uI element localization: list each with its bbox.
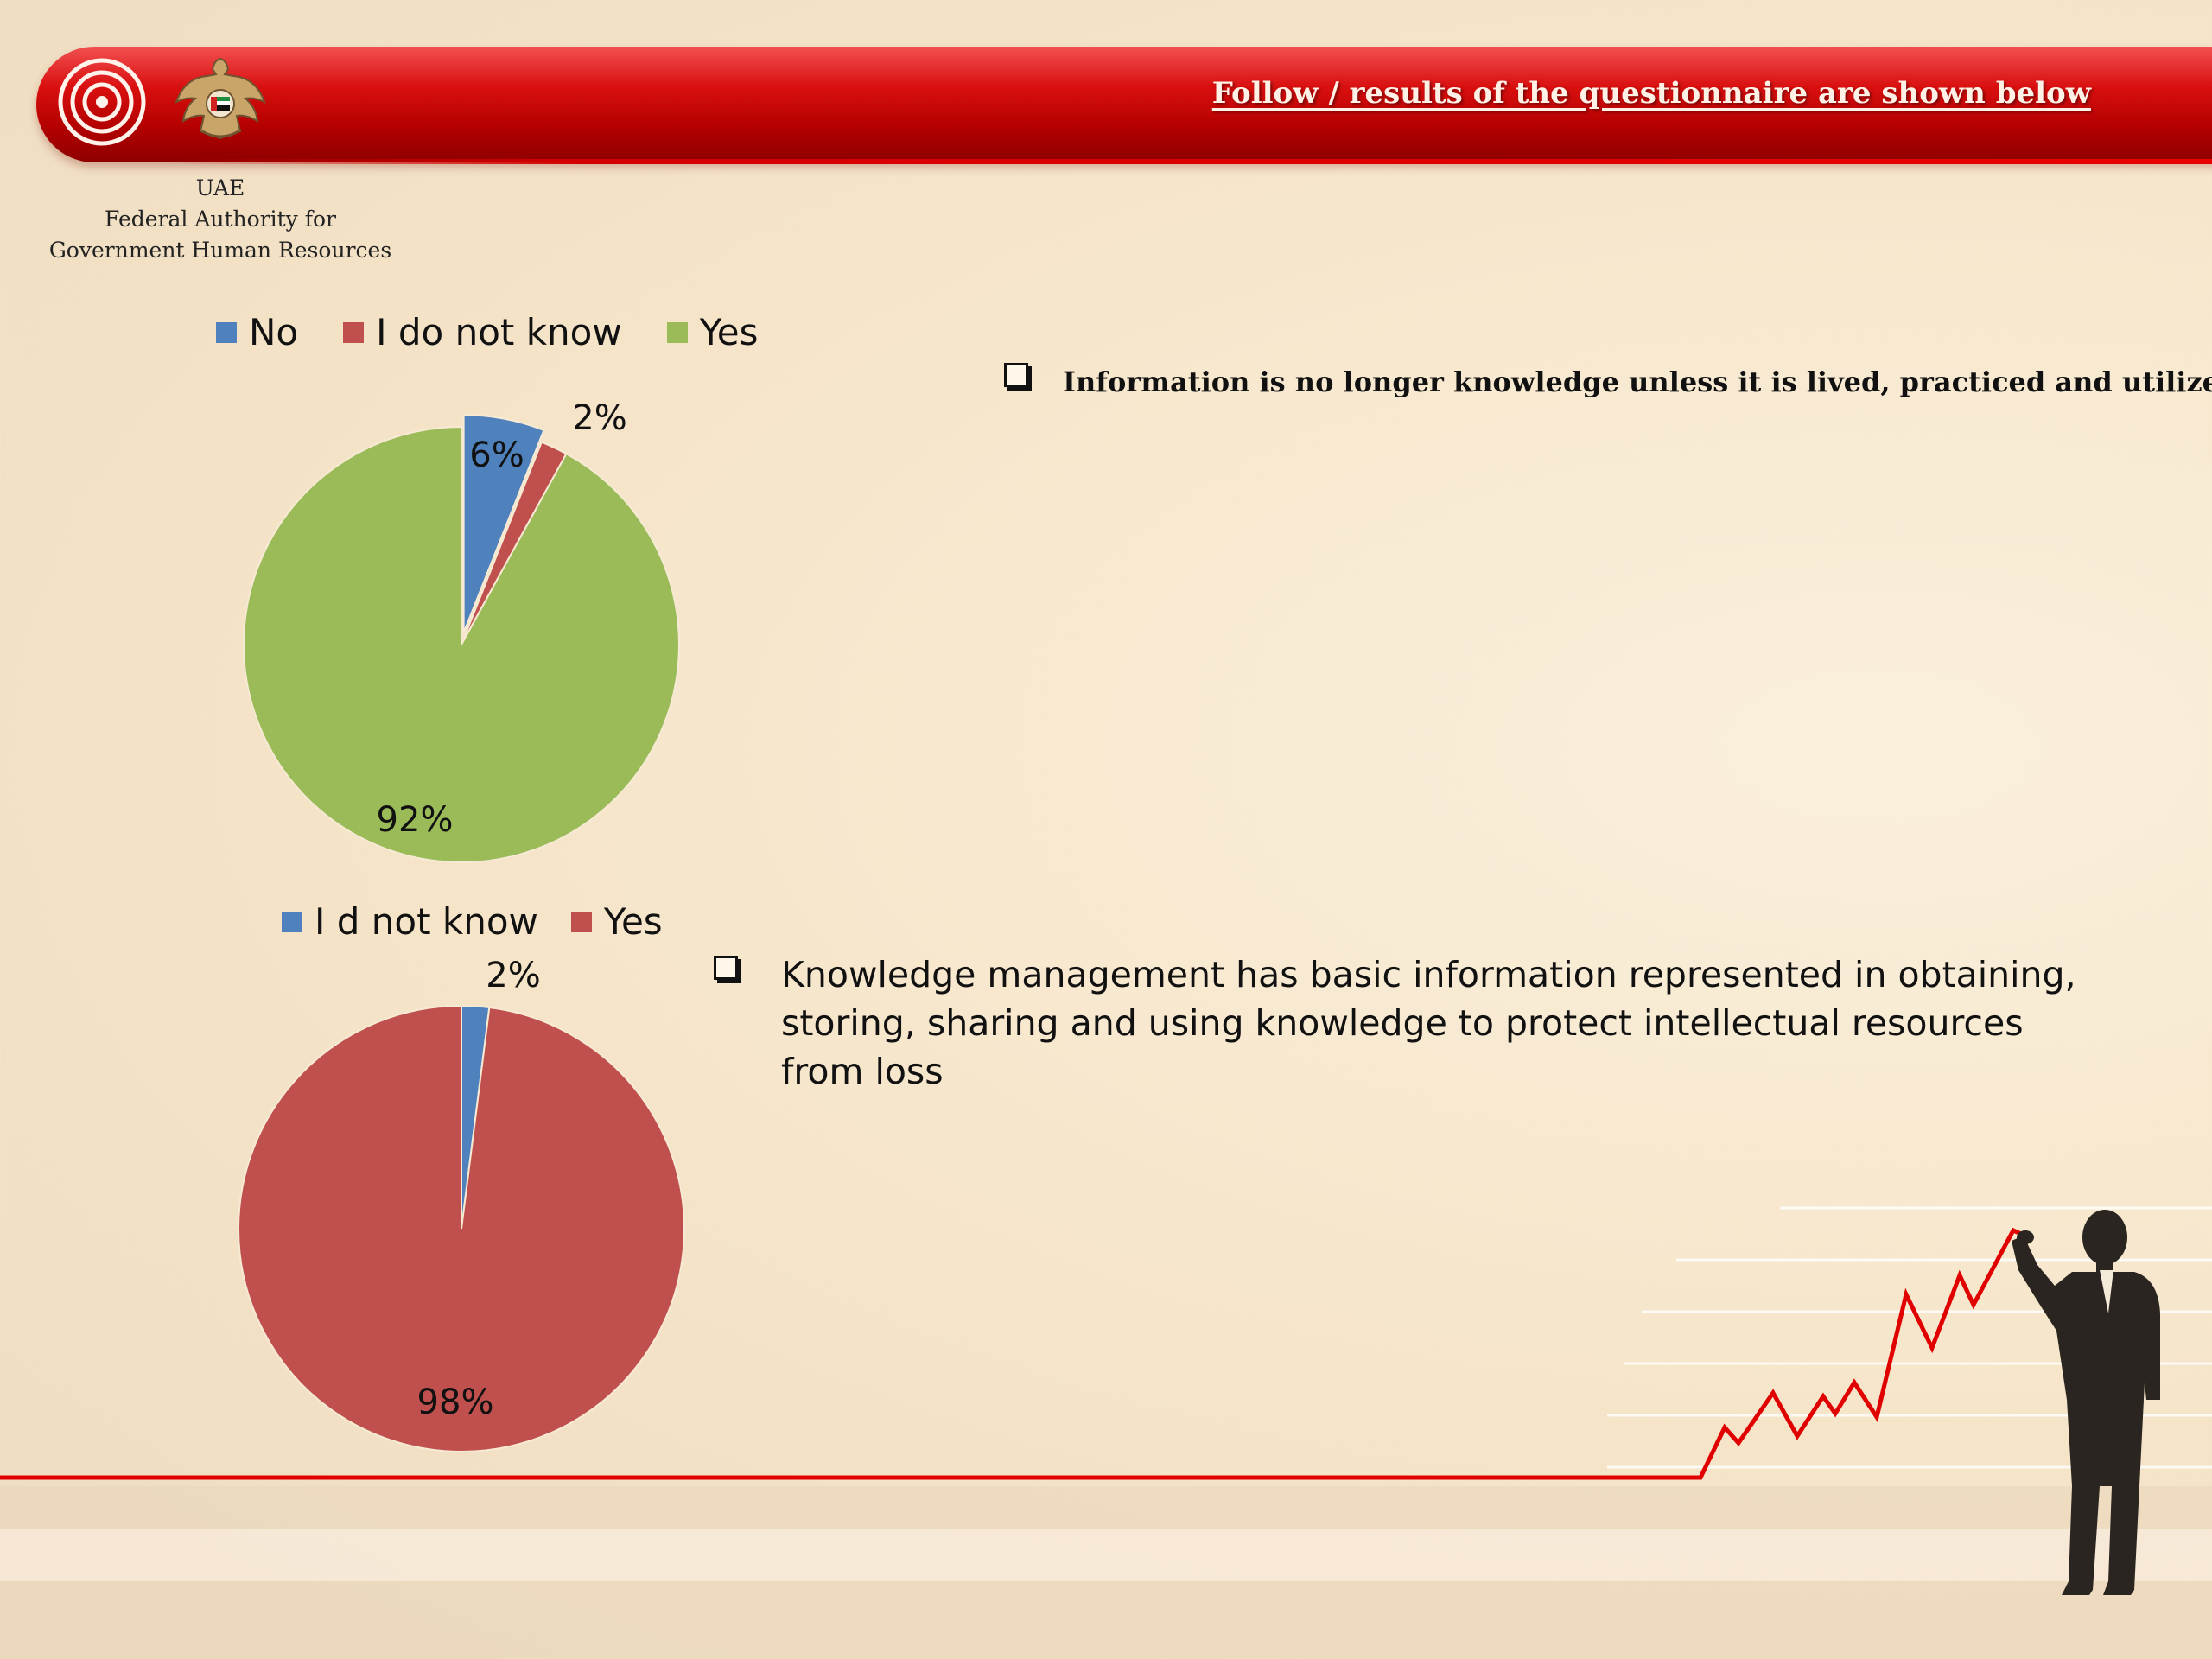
legend-item: No: [216, 311, 298, 353]
legend-item: Yes: [666, 311, 759, 353]
org-caption-line: Federal Authority for: [104, 207, 337, 232]
pie-slice-no: [462, 414, 545, 633]
legend-label: I d not know: [315, 900, 538, 943]
bullet-point: Knowledge management has basic informati…: [714, 950, 2113, 1096]
bullet-text: Information is no longer knowledge unles…: [1063, 365, 2212, 398]
rising-red-line: [0, 1227, 2031, 1480]
org-caption-line: Government Human Resources: [48, 238, 392, 263]
legend-item: Yes: [570, 900, 663, 943]
header-banner: [36, 47, 2212, 162]
legend-label: No: [249, 311, 299, 353]
legend-item: I d not know: [282, 900, 538, 943]
header-title: Follow / results of the questionnaire ar…: [1211, 76, 2091, 111]
legend-swatch: [216, 321, 237, 343]
floor-highlight: [0, 1529, 2212, 1581]
legend-label: Yes: [699, 311, 759, 353]
pie-data-label: 6%: [469, 435, 524, 475]
pie-slice-yes: [243, 425, 680, 863]
bullet-text: Knowledge management has basic informati…: [781, 954, 2076, 1092]
legend-swatch: [570, 911, 592, 932]
legend-swatch: [282, 911, 302, 932]
businessman-silhouette: [2012, 1210, 2160, 1595]
chart1-legend: No I do not know Yes: [216, 311, 804, 353]
legend-label: I do not know: [376, 311, 622, 353]
header-underline: [164, 159, 2212, 164]
legend-swatch: [343, 321, 365, 343]
pie-slice-yes: [238, 1004, 686, 1452]
legend-item: I do not know: [343, 311, 622, 353]
target-rings-logo-icon: [58, 58, 146, 146]
legend-swatch: [666, 321, 688, 343]
organization-caption: UAE Federal Authority for Government Hum…: [35, 173, 406, 266]
org-caption-line: UAE: [195, 175, 245, 200]
legend-label: Yes: [603, 900, 663, 943]
checkbox-bullet-icon: [714, 956, 738, 980]
pie-data-label: 2%: [486, 956, 540, 995]
falcon-emblem-icon: [175, 57, 266, 140]
checkbox-bullet-icon: [1004, 363, 1028, 387]
pie-data-label: 98%: [417, 1382, 494, 1422]
chart2-legend: I d not know Yes: [282, 900, 708, 943]
pie-data-label: 2%: [572, 398, 626, 438]
bullet-point: Information is no longer knowledge unles…: [1004, 361, 2212, 403]
pie-data-label: 92%: [377, 800, 454, 840]
